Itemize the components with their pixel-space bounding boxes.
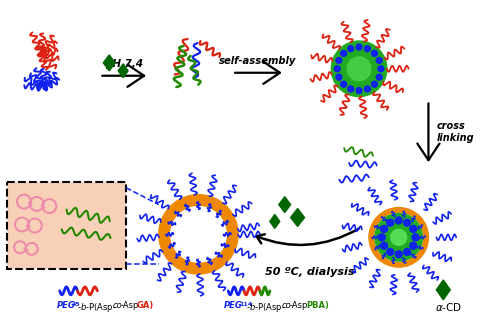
Text: pH 7.4: pH 7.4 xyxy=(105,59,143,69)
Polygon shape xyxy=(118,64,128,78)
Text: 50 ºC, dialysis: 50 ºC, dialysis xyxy=(264,267,354,277)
Circle shape xyxy=(395,217,402,224)
Circle shape xyxy=(336,58,342,63)
Circle shape xyxy=(356,44,362,50)
Circle shape xyxy=(410,225,417,232)
Polygon shape xyxy=(104,55,115,71)
Circle shape xyxy=(159,195,238,274)
Circle shape xyxy=(364,46,370,52)
Text: cross
linking: cross linking xyxy=(436,122,474,143)
FancyBboxPatch shape xyxy=(7,182,126,269)
Text: GA): GA) xyxy=(137,301,154,310)
Circle shape xyxy=(336,74,342,80)
Circle shape xyxy=(347,57,371,81)
Circle shape xyxy=(387,248,394,255)
Text: PBA): PBA) xyxy=(306,301,330,310)
Circle shape xyxy=(376,74,382,80)
Text: 114: 114 xyxy=(239,302,252,307)
Text: -Asp: -Asp xyxy=(290,301,308,310)
Circle shape xyxy=(395,251,402,258)
Polygon shape xyxy=(436,280,450,300)
Text: PEG: PEG xyxy=(224,301,243,310)
Circle shape xyxy=(375,213,422,261)
Circle shape xyxy=(334,66,340,72)
Circle shape xyxy=(380,225,388,232)
Circle shape xyxy=(372,51,378,56)
Text: co: co xyxy=(112,301,122,310)
Circle shape xyxy=(348,86,354,92)
Circle shape xyxy=(356,88,362,93)
Text: $\alpha$-CD: $\alpha$-CD xyxy=(436,301,462,313)
Text: 45: 45 xyxy=(72,302,80,307)
Circle shape xyxy=(375,213,422,261)
Polygon shape xyxy=(270,214,280,228)
Circle shape xyxy=(340,51,346,56)
Polygon shape xyxy=(278,197,290,212)
Circle shape xyxy=(340,81,346,87)
Circle shape xyxy=(372,81,378,87)
Circle shape xyxy=(378,234,386,241)
Text: -$b$-P(Asp-: -$b$-P(Asp- xyxy=(76,301,116,314)
Text: -$b$-P(Asp-: -$b$-P(Asp- xyxy=(246,301,286,314)
Circle shape xyxy=(170,207,226,262)
Circle shape xyxy=(387,219,394,226)
Circle shape xyxy=(380,242,388,249)
Polygon shape xyxy=(290,209,304,227)
Circle shape xyxy=(410,242,417,249)
Text: PEG: PEG xyxy=(56,301,76,310)
Circle shape xyxy=(391,229,406,245)
Circle shape xyxy=(412,234,419,241)
Circle shape xyxy=(364,86,370,92)
Text: -Asp: -Asp xyxy=(120,301,139,310)
Text: co: co xyxy=(282,301,292,310)
Circle shape xyxy=(404,219,410,226)
Circle shape xyxy=(348,46,354,52)
Circle shape xyxy=(376,58,382,63)
Circle shape xyxy=(332,41,387,97)
Circle shape xyxy=(378,66,384,72)
Text: self-assembly: self-assembly xyxy=(219,56,296,66)
Circle shape xyxy=(369,208,428,267)
Circle shape xyxy=(404,248,410,255)
